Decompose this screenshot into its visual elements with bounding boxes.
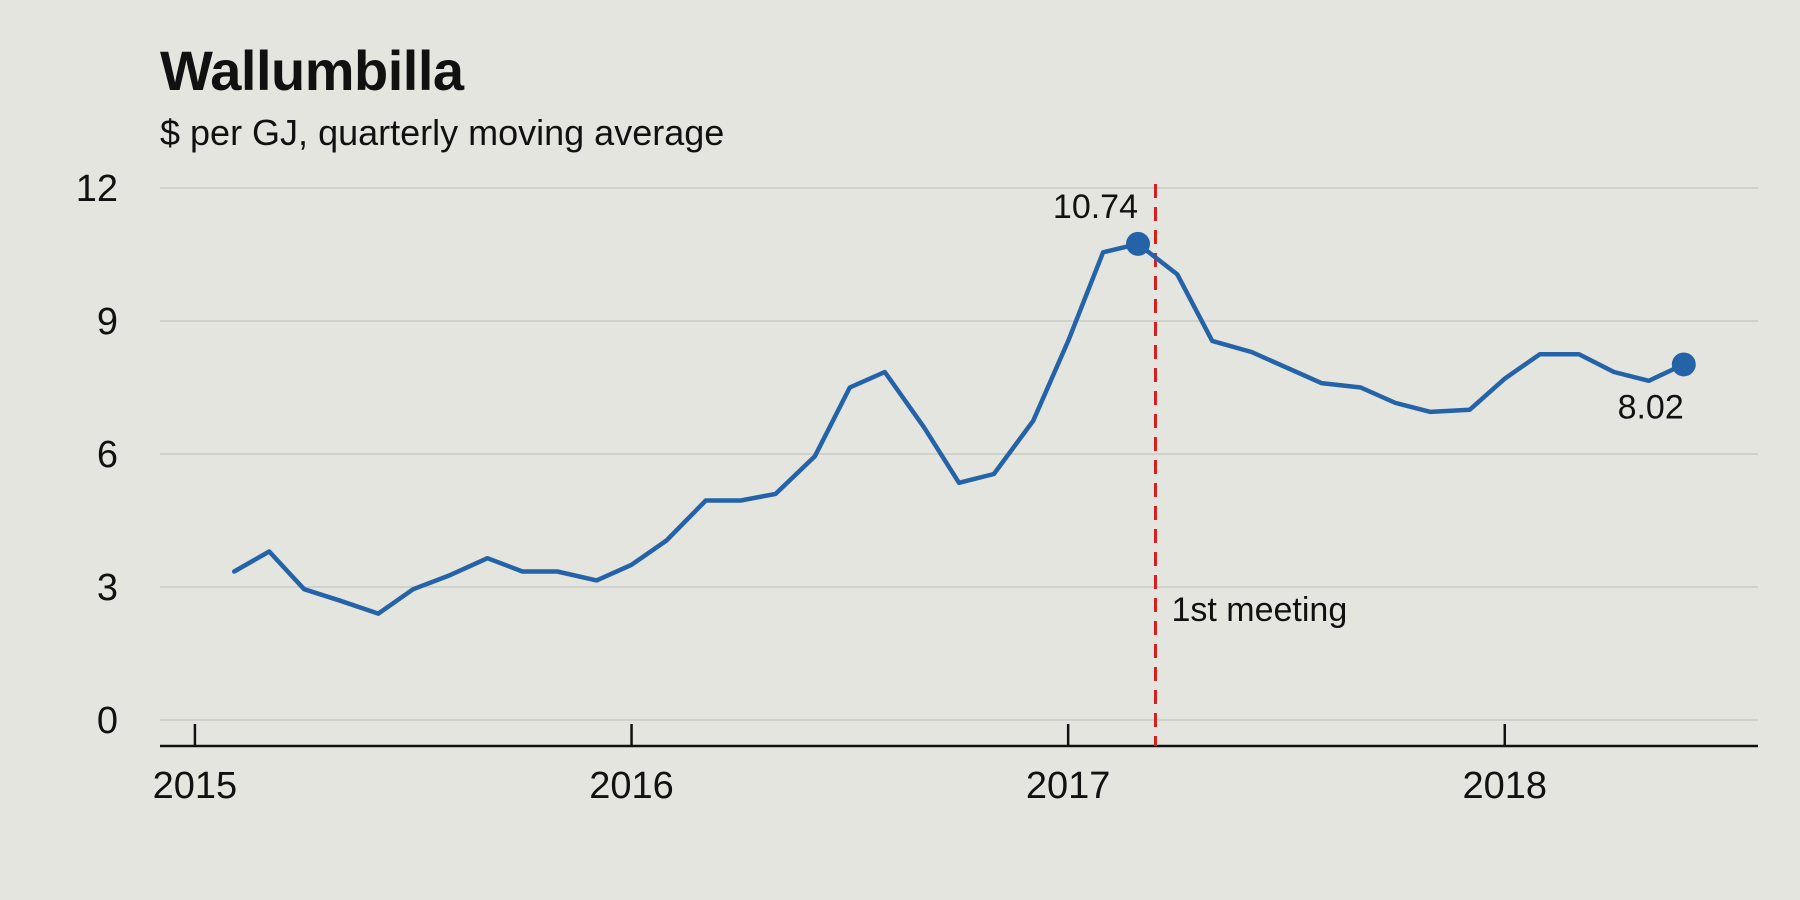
x-tick-label: 2016 [589, 765, 674, 807]
chart-subtitle: $ per GJ, quarterly moving average [160, 112, 725, 153]
highlight-label: 8.02 [1618, 388, 1684, 426]
highlight-point [1126, 231, 1151, 256]
highlight-point [1671, 352, 1696, 377]
y-tick-label: 9 [97, 301, 118, 343]
y-tick-label: 0 [97, 700, 118, 742]
y-tick-label: 6 [97, 434, 118, 476]
x-tick-label: 2015 [153, 765, 238, 807]
series-line [231, 241, 1687, 616]
x-tick-label: 2017 [1026, 765, 1111, 807]
reference-line-label: 1st meeting [1171, 591, 1347, 629]
chart-title: Wallumbilla [160, 39, 464, 102]
y-tick-label: 12 [76, 168, 118, 210]
highlight-label: 10.74 [1053, 188, 1138, 226]
x-tick-label: 2018 [1462, 765, 1547, 807]
y-tick-label: 3 [97, 567, 118, 609]
